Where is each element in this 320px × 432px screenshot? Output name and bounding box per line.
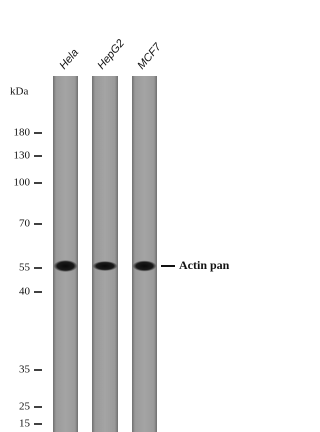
lane-label: MCF7 xyxy=(135,40,164,71)
band xyxy=(133,261,157,272)
lane-label: HepG2 xyxy=(95,37,127,71)
marker-label: 35 xyxy=(19,364,31,376)
lane xyxy=(53,76,78,432)
marker-label: 15 xyxy=(19,418,31,430)
marker-label: 100 xyxy=(14,177,31,189)
western-blot: Hela HepG2 MCF7 kDa Actin pan 180 130 100 7… xyxy=(0,0,245,432)
lane xyxy=(132,76,157,432)
marker-label: 180 xyxy=(14,127,31,139)
marker-label: 25 xyxy=(19,401,31,413)
marker-label: 70 xyxy=(19,218,31,230)
marker-label: 130 xyxy=(14,150,31,162)
lane-label: Hela xyxy=(57,47,81,72)
band xyxy=(54,260,78,272)
unit-label: kDa xyxy=(10,86,28,98)
band-label: Actin pan xyxy=(179,258,230,272)
marker-label: 55 xyxy=(19,262,31,274)
marker-label: 40 xyxy=(19,286,31,298)
band xyxy=(93,261,118,271)
lane xyxy=(92,76,118,432)
